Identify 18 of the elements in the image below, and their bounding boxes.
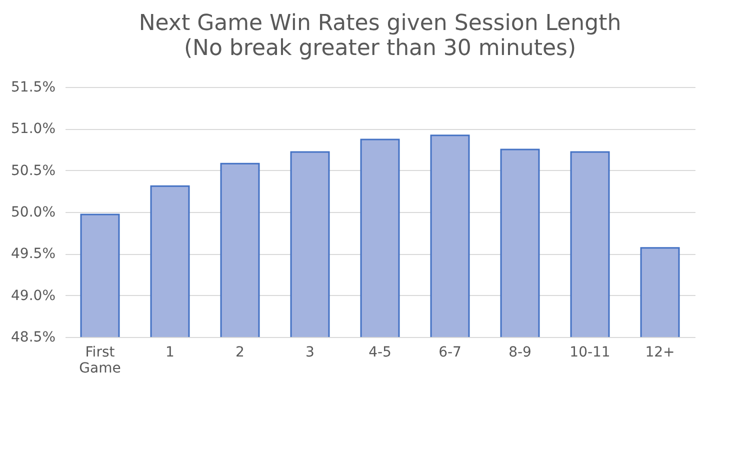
- y-tick-label: 49.5%: [11, 246, 56, 262]
- y-tick-label: 48.5%: [11, 330, 56, 346]
- x-tick-label: 6-7: [438, 344, 462, 360]
- x-tick-label: 4-5: [368, 344, 392, 360]
- y-tick-label: 50.0%: [11, 204, 56, 220]
- y-tick-label: 51.5%: [11, 80, 56, 96]
- x-tick-label: 12+: [645, 344, 675, 360]
- x-tick-label: 1: [166, 344, 174, 360]
- y-tick-label: 49.0%: [11, 288, 56, 304]
- x-tick-label: 10-11: [570, 344, 610, 360]
- chart-subtitle: (No break greater than 30 minutes): [184, 36, 576, 61]
- y-tick-label: 51.0%: [11, 121, 56, 138]
- x-tick-label: First Game: [79, 344, 121, 376]
- x-tick-label: 3: [306, 344, 314, 360]
- y-tick-label: 50.5%: [11, 162, 56, 179]
- chart-title: Next Game Win Rates given Session Length: [138, 11, 622, 36]
- x-tick-label: 2: [236, 344, 244, 360]
- x-tick-label: 8-9: [508, 344, 532, 360]
